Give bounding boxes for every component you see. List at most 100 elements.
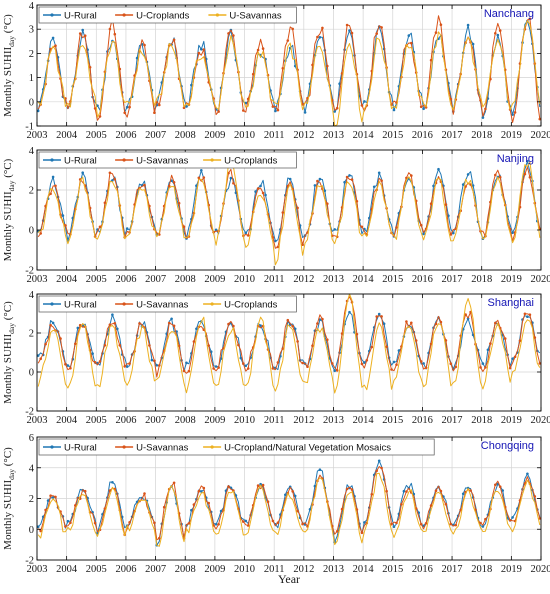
x-tick-label: 2014 [353, 274, 375, 285]
y-axis-label-sub: day [7, 36, 16, 47]
data-point [287, 319, 290, 322]
data-point [511, 516, 514, 519]
data-point [227, 323, 230, 326]
x-tick-label: 2018 [471, 564, 492, 575]
data-point [378, 460, 381, 463]
data-point [408, 34, 411, 37]
x-tick-label: 2007 [145, 564, 166, 575]
x-tick-label: 2008 [175, 130, 196, 141]
x-tick-label: 2004 [56, 274, 78, 285]
data-point [126, 365, 129, 368]
y-axis-label-main: Monthly SUHII [2, 334, 14, 404]
data-point [64, 525, 67, 528]
legend-marker [216, 13, 219, 16]
data-point [420, 224, 423, 227]
x-tick-label: 2006 [115, 130, 136, 141]
y-axis-label-main: Monthly SUHII [2, 191, 14, 261]
data-point [301, 523, 304, 526]
y-axis-label-main: Monthly SUHII [2, 480, 14, 550]
x-tick-label: 2009 [204, 564, 225, 575]
data-point [462, 493, 465, 496]
x-tick-label: 2008 [175, 274, 196, 285]
data-point [59, 337, 62, 340]
data-point [267, 500, 270, 503]
data-point [217, 110, 220, 113]
data-point [232, 182, 235, 185]
x-tick-label: 2012 [293, 415, 314, 426]
data-point [306, 365, 309, 368]
y-tick-label: 4 [29, 290, 35, 301]
data-point [529, 313, 532, 316]
x-tick-label: 2005 [86, 274, 107, 285]
data-point [262, 484, 265, 487]
legend-marker [123, 445, 126, 448]
data-point [67, 520, 70, 523]
data-point [291, 490, 294, 493]
y-tick-label: 0 [29, 525, 34, 536]
legend-label: U-Rural [64, 442, 97, 453]
data-point [203, 176, 206, 179]
y-tick-label: 0 [29, 97, 34, 108]
data-point [497, 34, 500, 37]
x-tick-label: 2013 [323, 564, 344, 575]
data-point [435, 489, 438, 492]
legend-label: U-Savannas [136, 442, 189, 453]
data-point [494, 174, 497, 177]
x-tick-label: 2007 [145, 415, 166, 426]
data-point [351, 488, 354, 491]
data-point [410, 322, 413, 325]
x-tick-label: 2016 [412, 130, 433, 141]
data-point [62, 214, 65, 217]
data-point [425, 366, 428, 369]
y-axis-label-unit: (°C) [2, 14, 14, 36]
data-point [415, 339, 418, 342]
legend-marker [211, 158, 214, 161]
data-point [203, 487, 206, 490]
data-point [252, 73, 255, 76]
data-point [509, 367, 512, 370]
x-tick-label: 2015 [382, 130, 403, 141]
data-point [380, 315, 383, 318]
data-point [440, 321, 443, 324]
data-point [91, 352, 94, 355]
data-point [277, 521, 280, 524]
x-tick-label: 2013 [323, 415, 344, 426]
y-tick-label: -2 [25, 266, 34, 277]
data-point [215, 523, 218, 526]
x-tick-label: 2020 [531, 415, 550, 426]
data-point [445, 203, 448, 206]
data-point [277, 361, 280, 364]
x-tick-label: 2011 [264, 274, 285, 285]
data-point [274, 240, 277, 243]
x-tick-label: 2015 [382, 415, 403, 426]
legend-label: U-Savannas [136, 299, 189, 310]
data-point [74, 343, 77, 346]
data-point [123, 112, 126, 115]
x-tick-label: 2004 [56, 415, 78, 426]
data-point [321, 27, 324, 30]
data-point [44, 343, 47, 346]
data-point [39, 232, 42, 235]
data-point [207, 502, 210, 505]
data-point [198, 490, 201, 493]
data-point [405, 490, 408, 493]
y-axis-label-sub: day [7, 180, 16, 191]
city-label: Nanjing [497, 153, 534, 165]
data-point [99, 226, 102, 229]
data-point [128, 362, 131, 365]
data-point [173, 39, 176, 42]
data-point [348, 311, 351, 314]
data-point [455, 524, 458, 527]
data-point [378, 172, 381, 175]
data-point [69, 522, 72, 525]
data-point [509, 519, 512, 522]
data-point [420, 523, 423, 526]
data-point [128, 521, 131, 524]
legend-label: U-Croplands [224, 299, 278, 310]
data-point [375, 315, 378, 318]
x-tick-label: 2014 [353, 564, 375, 575]
data-point [247, 367, 250, 370]
